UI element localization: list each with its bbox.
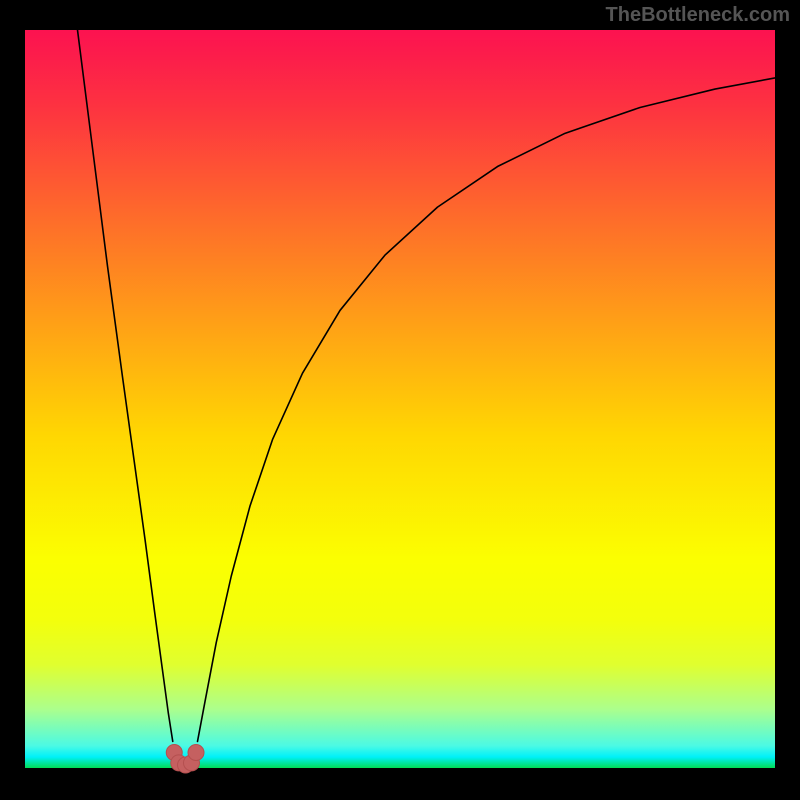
watermark-text: TheBottleneck.com (606, 4, 790, 27)
bottleneck-chart (0, 0, 800, 800)
marker-dot-4 (188, 745, 204, 761)
chart-container: TheBottleneck.com (0, 0, 800, 800)
chart-background (25, 30, 775, 768)
